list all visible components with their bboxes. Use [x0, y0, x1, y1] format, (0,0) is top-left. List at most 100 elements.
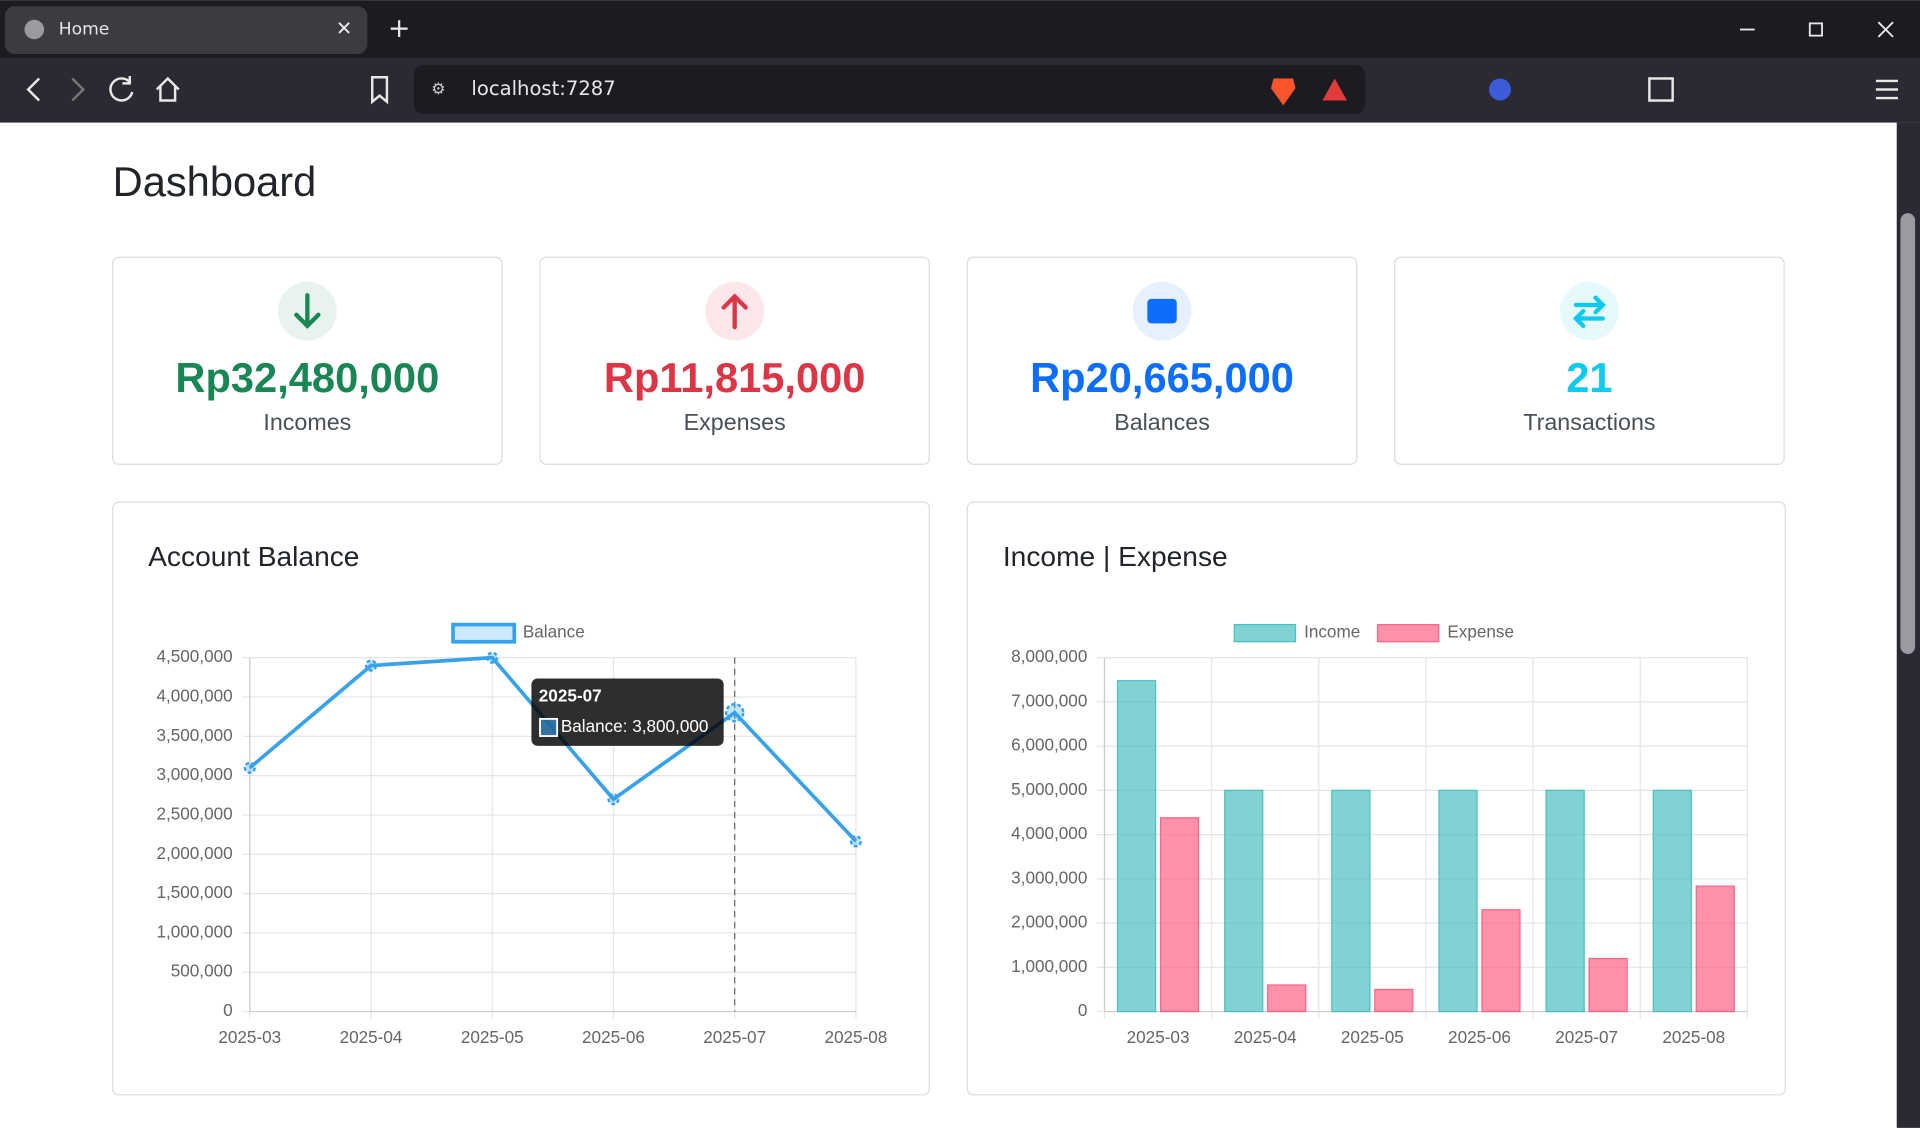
y-tick-label: 2,000,000: [1011, 912, 1087, 932]
x-tick-label: 2025-08: [1662, 1027, 1725, 1047]
tab[interactable]: [4, 6, 368, 55]
bar: [1652, 789, 1692, 1013]
stat-label: Balances: [1114, 409, 1210, 435]
y-tick-label: 7,000,000: [1011, 690, 1087, 710]
bar: [1159, 817, 1200, 1013]
stat-card: [539, 256, 931, 465]
home[interactable]: [155, 76, 180, 102]
x-tick-label: 2025-03: [1127, 1027, 1190, 1047]
legend-label: Expense: [1447, 622, 1514, 642]
bar: [1695, 885, 1735, 1013]
chart-card: [112, 501, 930, 1096]
y-tick-label: 4,000,000: [156, 686, 232, 706]
point: [849, 835, 863, 848]
address-bar[interactable]: [413, 65, 1366, 114]
url: localhost:7287: [471, 77, 615, 100]
y-tick-label: 1,000,000: [1011, 956, 1087, 976]
x-tick-label: 2025-06: [1448, 1027, 1511, 1047]
bar: [1374, 988, 1414, 1013]
bar: [1481, 909, 1521, 1013]
bar: [1331, 789, 1371, 1013]
stat-icon: [1147, 298, 1177, 324]
site-info[interactable]: ⚙: [431, 79, 445, 98]
reload[interactable]: [109, 76, 134, 102]
bar: [1545, 789, 1585, 1013]
legend-swatch: [1376, 624, 1440, 643]
forward[interactable]: [71, 77, 85, 102]
y-tick-label: 6,000,000: [1011, 735, 1087, 755]
y-tick-label: 3,000,000: [156, 764, 232, 784]
extension[interactable]: [1488, 78, 1512, 101]
tab-title: Home: [59, 20, 110, 40]
menu[interactable]: [1875, 79, 1898, 100]
y-tick-label: 4,500,000: [156, 646, 232, 666]
stat-value: Rp32,480,000: [175, 354, 439, 401]
y-tick-label: 2,000,000: [156, 843, 232, 863]
tab-favicon: [24, 19, 45, 40]
page-title: Dashboard: [113, 158, 317, 205]
x-tick-label: 2025-05: [1341, 1027, 1404, 1047]
stat-card: [966, 256, 1358, 465]
bookmark[interactable]: [371, 76, 389, 105]
brave-shield[interactable]: [1271, 78, 1296, 106]
point: [486, 651, 499, 664]
y-tick-label: 3,500,000: [156, 725, 232, 745]
tooltip-label: Balance: 3,800,000: [561, 716, 709, 736]
x-tick-label: 2025-07: [1555, 1027, 1618, 1047]
chart-title: Income | Expense: [1003, 541, 1228, 572]
y-tick-label: 5,000,000: [1011, 779, 1087, 799]
new-tab[interactable]: +: [388, 13, 411, 44]
restore[interactable]: [1808, 22, 1823, 37]
stat-card: [1394, 256, 1785, 465]
sidebar[interactable]: [1648, 77, 1674, 102]
stat-icon: [1572, 295, 1606, 328]
stat-icon-bg: [1560, 281, 1619, 341]
rewards[interactable]: [1322, 78, 1347, 101]
y-tick-label: 0: [223, 1000, 233, 1020]
point: [364, 659, 378, 672]
chart-title: Account Balance: [148, 541, 359, 572]
y-tick-label: 8,000,000: [1011, 646, 1087, 666]
x-tick-label: 2025-07: [703, 1027, 766, 1047]
y-tick-label: 4,000,000: [1011, 823, 1087, 843]
tab-close[interactable]: ✕: [336, 17, 352, 40]
cards: Rp32,480,000 Incomes Rp11,815,000 Expenses R…: [112, 256, 1785, 465]
close-window[interactable]: [1877, 21, 1894, 38]
y-tick-label: 1,500,000: [156, 882, 232, 902]
stat-card: [112, 256, 503, 465]
point: [607, 793, 620, 806]
tooltip-swatch: [539, 717, 559, 737]
x-tick-label: 2025-06: [582, 1027, 645, 1047]
legend-swatch: [1233, 624, 1297, 643]
stat-label: Expenses: [684, 409, 786, 435]
bar: [1438, 789, 1478, 1013]
y-tick-label: 3,000,000: [1011, 867, 1087, 887]
scrollbar-thumb[interactable]: [1900, 213, 1916, 655]
stat-icon: [721, 293, 748, 330]
x-tick-label: 2025-05: [461, 1027, 524, 1047]
point: [243, 761, 256, 774]
bar: [1267, 984, 1307, 1013]
legend-label: Balance: [523, 622, 585, 642]
bar: [1224, 789, 1264, 1013]
legend-label: Income: [1304, 622, 1360, 642]
y-tick-label: 1,000,000: [156, 921, 232, 941]
bar: [1116, 680, 1157, 1013]
stat-label: Transactions: [1523, 409, 1655, 435]
x-tick-label: 2025-04: [340, 1027, 403, 1047]
x-tick-label: 2025-03: [218, 1027, 281, 1047]
x-tick-label: 2025-04: [1234, 1027, 1297, 1047]
back[interactable]: [26, 77, 41, 102]
stat-label: Incomes: [263, 409, 351, 435]
y-tick-label: 2,500,000: [156, 803, 232, 823]
bar: [1588, 957, 1628, 1013]
stat-value: Rp11,815,000: [604, 354, 866, 401]
y-tick-label: 0: [1078, 1000, 1088, 1020]
stat-value: 21: [1566, 354, 1612, 401]
stat-value: Rp20,665,000: [1030, 354, 1294, 401]
tooltip: [531, 678, 724, 746]
legend-swatch: [451, 622, 517, 644]
point: [724, 702, 745, 723]
